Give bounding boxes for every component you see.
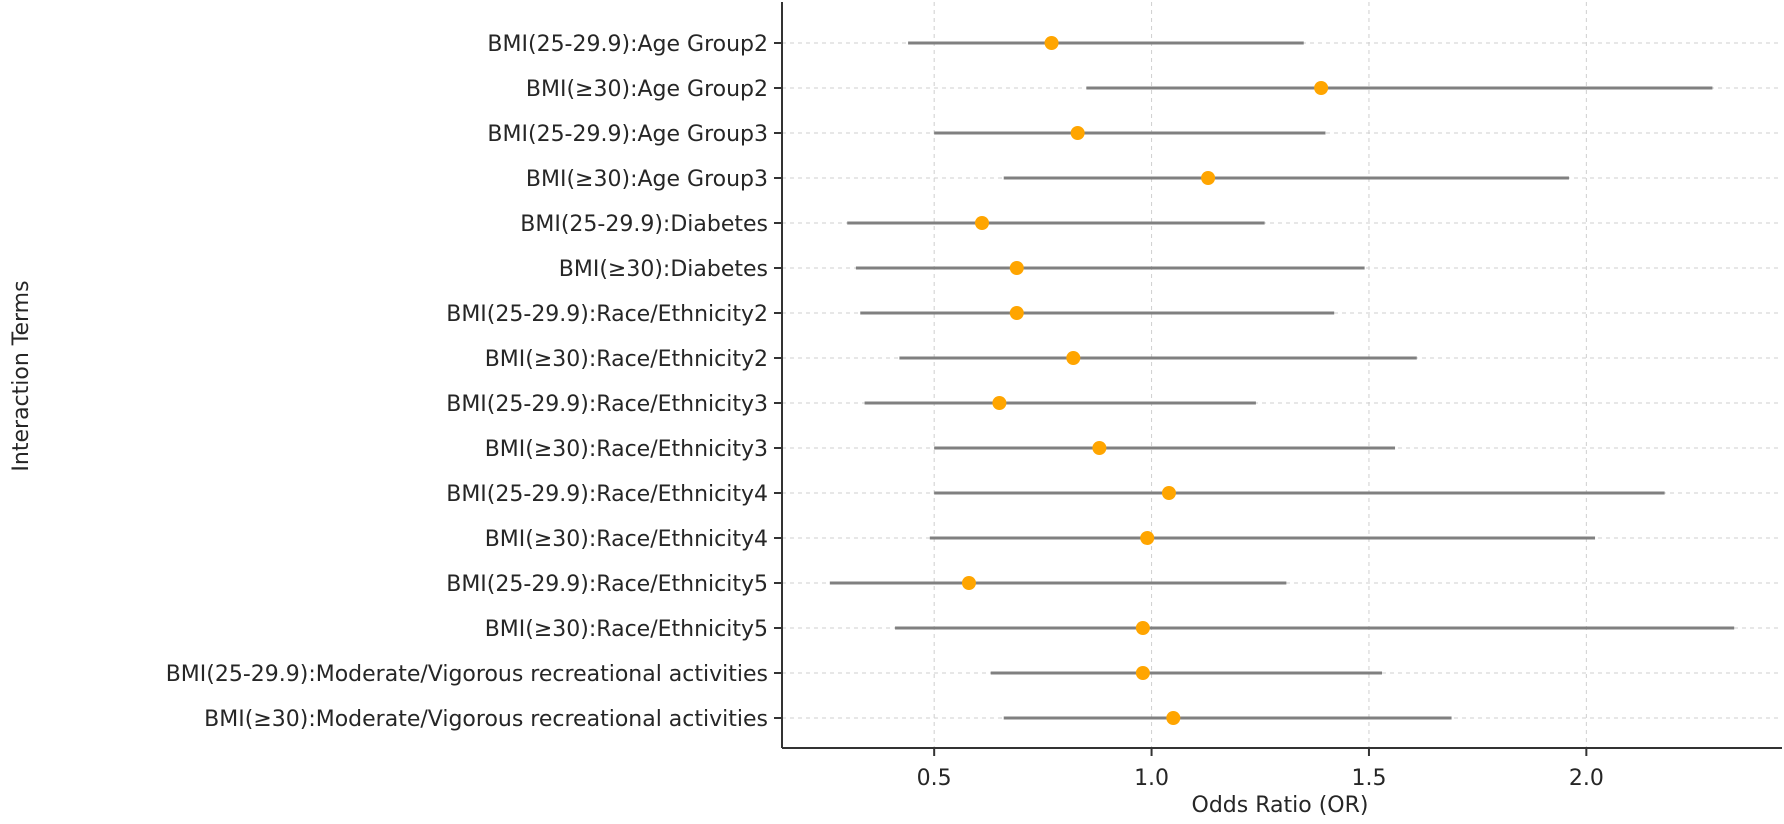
x-tick-label: 2.0 [1569, 766, 1604, 791]
odds-ratio-point [1009, 306, 1024, 320]
category-label: BMI(≥30):Age Group2 [526, 77, 768, 102]
category-label: BMI(25-29.9):Race/Ethnicity2 [446, 302, 768, 327]
x-tick-label: 1.0 [1134, 766, 1169, 791]
x-tick-layer: 0.5 1.0 1.5 2.0 [774, 42, 1604, 791]
category-label: BMI(25-29.9):Diabetes [520, 212, 768, 237]
x-tick-label: 0.5 [917, 766, 952, 791]
odds-ratio-point [1066, 351, 1081, 365]
category-label: BMI(≥30):Moderate/Vigorous recreational … [204, 707, 768, 732]
category-label: BMI(25-29.9):Race/Ethnicity3 [446, 392, 768, 417]
category-label: BMI(25-29.9):Race/Ethnicity4 [446, 482, 768, 507]
odds-ratio-point [1140, 531, 1155, 545]
odds-ratio-point [1044, 36, 1059, 50]
category-label: BMI(≥30):Diabetes [559, 257, 768, 282]
odds-ratio-point [1201, 171, 1216, 185]
axes-layer [781, 2, 1782, 749]
odds-ratio-point [1092, 441, 1107, 455]
category-label: BMI(25-29.9):Race/Ethnicity5 [446, 572, 768, 597]
x-tick-label: 1.5 [1351, 766, 1386, 791]
category-label: BMI(≥30):Race/Ethnicity4 [485, 527, 768, 552]
odds-ratio-point [1314, 81, 1329, 95]
odds-ratio-point [1070, 126, 1085, 140]
grid-layer [782, 2, 1782, 748]
x-axis-title: Odds Ratio (OR) [1192, 793, 1369, 818]
category-label-layer: BMI(25-29.9):Age Group2 BMI(≥30):Age Grou… [166, 32, 768, 732]
category-label: BMI(≥30):Race/Ethnicity5 [485, 617, 768, 642]
category-label: BMI(≥30):Age Group3 [526, 167, 768, 192]
odds-ratio-point [1166, 711, 1181, 725]
odds-ratio-point [1135, 666, 1150, 680]
odds-ratio-point [961, 576, 976, 590]
category-label: BMI(25-29.9):Age Group2 [487, 32, 768, 57]
category-label: BMI(≥30):Race/Ethnicity2 [485, 347, 768, 372]
odds-ratio-point-layer [961, 36, 1329, 725]
category-label: BMI(25-29.9):Moderate/Vigorous recreatio… [166, 662, 768, 687]
confidence-interval-layer [829, 41, 1735, 720]
y-axis-title: Interaction Terms [9, 280, 34, 471]
odds-ratio-point [992, 396, 1007, 410]
odds-ratio-point [1135, 621, 1150, 635]
category-label: BMI(≥30):Race/Ethnicity3 [485, 437, 768, 462]
odds-ratio-point [1161, 486, 1176, 500]
odds-ratio-point [975, 216, 989, 230]
category-label: BMI(25-29.9):Age Group3 [487, 122, 768, 147]
odds-ratio-point [1009, 261, 1024, 275]
